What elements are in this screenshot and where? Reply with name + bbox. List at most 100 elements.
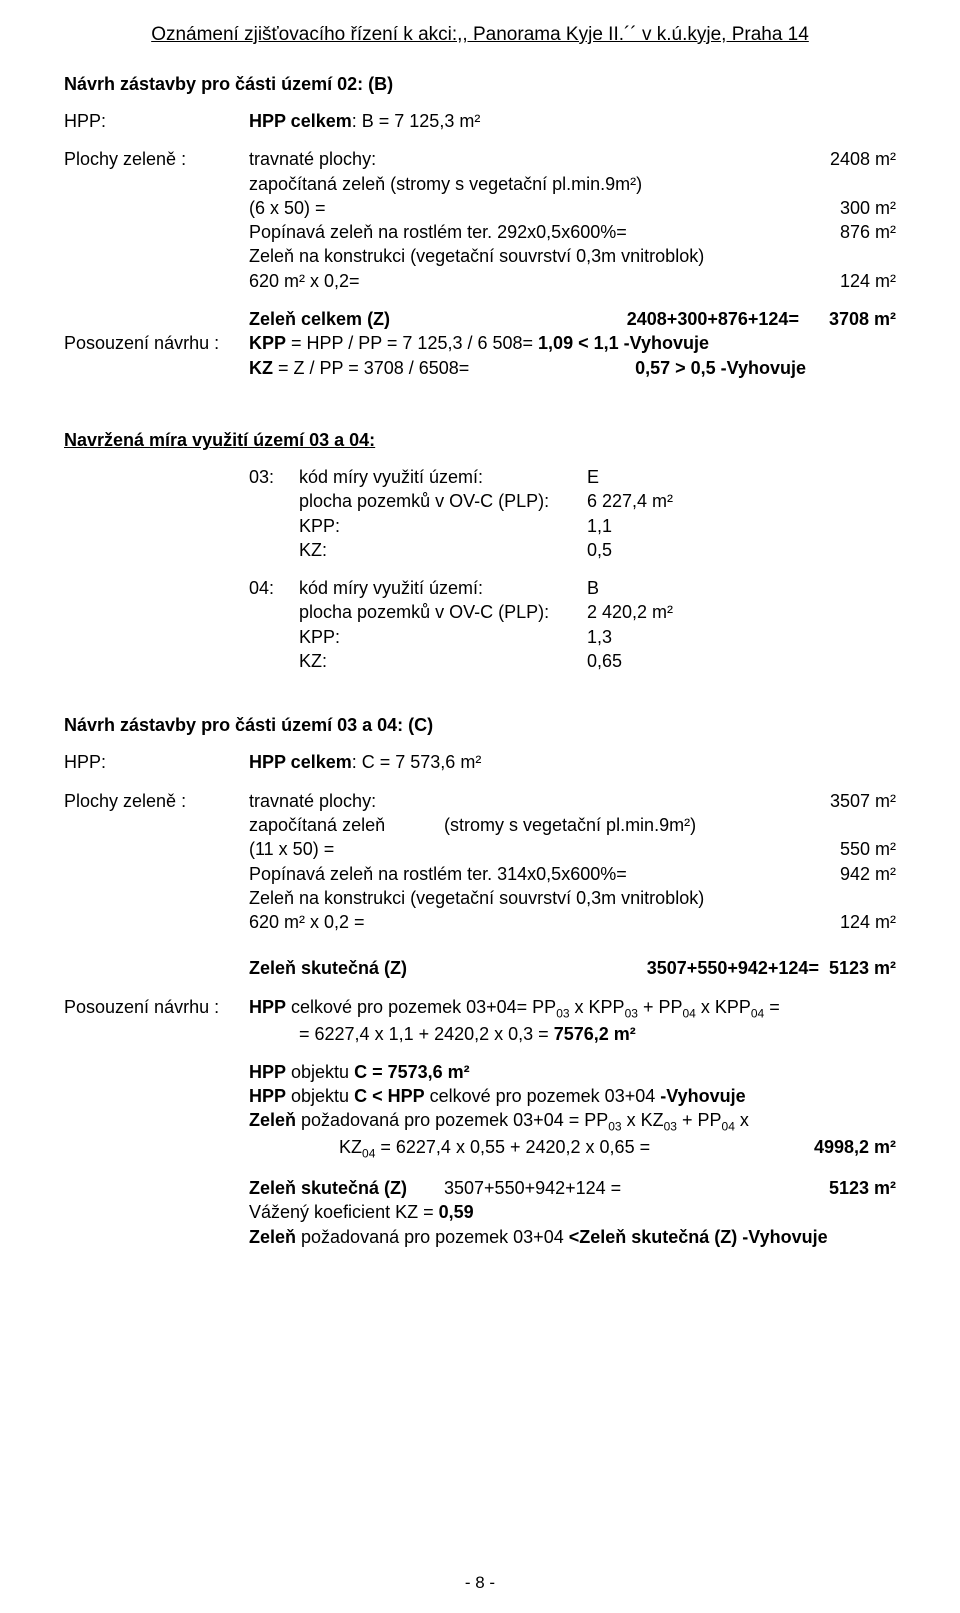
- g03-tag: 03:: [249, 465, 291, 489]
- vk: Vážený koeficient KZ =: [249, 1202, 439, 1222]
- b-t2: započítaná zeleň (stromy s vegetační pl.…: [249, 172, 896, 196]
- g03-r4r: 0,5: [587, 538, 896, 562]
- sub03-1: 03: [556, 1006, 569, 1020]
- zpf-c: <Zeleň skutečná (Z) -Vyhovuje: [569, 1227, 828, 1247]
- zp-1d: + PP: [677, 1110, 722, 1130]
- kpp-m: = HPP / PP = 7 125,3 / 6 508=: [286, 333, 538, 353]
- sub04-2: 04: [751, 1006, 764, 1020]
- grid-04: 04: kód míry využití území: B plocha poz…: [64, 576, 896, 673]
- b-t3-r: 300 m²: [830, 196, 896, 220]
- hppo-1b: objektu: [286, 1062, 354, 1082]
- g04-r3r: 1,3: [587, 625, 896, 649]
- hpp-celkem-c: HPP celkem: [249, 752, 352, 772]
- kz-m: = Z / PP = 3708 / 6508=: [273, 358, 469, 378]
- section-0304-title: Navržená míra využití území 03 a 04:: [64, 430, 896, 451]
- c-t2-l: započítaná zeleň: [249, 813, 444, 837]
- zs2-r: 5123 m²: [819, 1176, 896, 1200]
- posouzeni-label-c: Posouzení návrhu :: [64, 995, 249, 1249]
- c-t6-r: 124 m²: [830, 910, 896, 934]
- hpp-celkem-b: HPP celkem: [249, 111, 352, 131]
- hppo-2e: -Vyhovuje: [660, 1086, 745, 1106]
- section-b-title: Návrh zástavby pro části území 02: (B): [64, 74, 896, 95]
- b-t6-r: 124 m²: [830, 269, 896, 293]
- zs-m: 3507+550+942+124=: [489, 956, 819, 980]
- hppo-2d: celkové pro pozemek 03+04: [425, 1086, 661, 1106]
- g03-r2r: 6 227,4 m²: [587, 489, 896, 513]
- g04-r2l: plocha pozemků v OV-C (PLP):: [299, 600, 579, 624]
- zs2-l: Zeleň skutečná (Z): [249, 1176, 444, 1200]
- hppc-1a: HPP: [249, 997, 286, 1017]
- g03-r3l: KPP:: [299, 514, 579, 538]
- b-t3-l: (6 x 50) =: [249, 196, 830, 220]
- zp-1b: požadovaná pro pozemek 03+04 = PP: [296, 1110, 608, 1130]
- hpp-value-c: : C = 7 573,6 m²: [352, 752, 482, 772]
- plochy-row-c: Plochy zeleně : travnaté plochy:3507 m² …: [64, 789, 896, 935]
- c-t4-r: 942 m²: [830, 862, 896, 886]
- b-t4-r: 876 m²: [830, 220, 896, 244]
- hpp-row-b: HPP: HPP celkem: B = 7 125,3 m²: [64, 109, 896, 133]
- g04-r1r: B: [587, 576, 896, 600]
- hppo-2c: C < HPP: [354, 1086, 425, 1106]
- zpf-a: Zeleň: [249, 1227, 296, 1247]
- hppc-1f: =: [764, 997, 780, 1017]
- sub03-3: 03: [608, 1120, 621, 1134]
- plochy-content-c: travnaté plochy:3507 m² započítaná zeleň…: [249, 789, 896, 935]
- g04-r2r: 2 420,2 m²: [587, 600, 896, 624]
- sub04-1: 04: [682, 1006, 695, 1020]
- hpp-row-c: HPP: HPP celkem: C = 7 573,6 m²: [64, 750, 896, 774]
- b-t6-l: 620 m² x 0,2=: [249, 269, 830, 293]
- hpp-label: HPP:: [64, 109, 249, 133]
- zp-2a: KZ: [339, 1137, 362, 1157]
- grid-03: 03: kód míry využití území: E plocha poz…: [64, 465, 896, 562]
- zelen-celkem-row: Zeleň celkem (Z) 2408+300+876+124= 3708 …: [64, 307, 896, 331]
- b-t1-l: travnaté plochy:: [249, 147, 820, 171]
- plochy-label-c: Plochy zeleně :: [64, 789, 249, 935]
- g03-r1r: E: [587, 465, 896, 489]
- zpf-b: požadovaná pro pozemek 03+04: [296, 1227, 569, 1247]
- hpp-label-c: HPP:: [64, 750, 249, 774]
- b-t4-l: Popínavá zeleň na rostlém ter. 292x0,5x6…: [249, 220, 830, 244]
- zs2-m: 3507+550+942+124 =: [444, 1176, 621, 1200]
- c-t1-r: 3507 m²: [820, 789, 896, 813]
- b-t1-r: 2408 m²: [820, 147, 896, 171]
- g04-tag: 04:: [249, 576, 291, 600]
- zp-1e: x: [735, 1110, 749, 1130]
- hppo-2b: objektu: [286, 1086, 354, 1106]
- sub04-4: 04: [362, 1147, 375, 1161]
- hppc-2: = 6227,4 x 1,1 + 2420,2 x 0,3 =: [299, 1024, 554, 1044]
- hppc-1d: + PP: [638, 997, 683, 1017]
- vk-b: 0,59: [439, 1202, 474, 1222]
- g03-r4l: KZ:: [299, 538, 579, 562]
- sub03-4: 03: [664, 1120, 677, 1134]
- c-t5: Zeleň na konstrukci (vegetační souvrství…: [249, 886, 896, 910]
- c-t3-r: 550 m²: [830, 837, 896, 861]
- hppc-2b: 7576,2 m²: [554, 1024, 636, 1044]
- posouzeni-row-c: Posouzení návrhu : HPP celkové pro pozem…: [64, 995, 896, 1249]
- g03-r3r: 1,1: [587, 514, 896, 538]
- hppc-1b: celkové pro pozemek 03+04= PP: [286, 997, 556, 1017]
- kz-b: KZ: [249, 358, 273, 378]
- zp-2b: = 6227,4 x 0,55 + 2420,2 x 0,65 =: [375, 1137, 650, 1157]
- g04-r4r: 0,65: [587, 649, 896, 673]
- posouzeni-label-b: Posouzení návrhu :: [64, 331, 249, 380]
- hpp-value-b: : B = 7 125,3 m²: [352, 111, 481, 131]
- c-t2-r: (stromy s vegetační pl.min.9m²): [444, 813, 896, 837]
- zs-r: 5123 m²: [819, 956, 896, 980]
- hppc-1e: x KPP: [696, 997, 751, 1017]
- page-number: - 8 -: [0, 1573, 960, 1593]
- plochy-content-b: travnaté plochy:2408 m² započítaná zeleň…: [249, 147, 896, 293]
- hppo-1c: C = 7573,6 m²: [354, 1062, 470, 1082]
- posouzeni-row-b: Posouzení návrhu : KPP = HPP / PP = 7 12…: [64, 331, 896, 380]
- kz-r: 0,57 > 0,5 -Vyhovuje: [635, 356, 896, 380]
- plochy-row-b: Plochy zeleně : travnaté plochy:2408 m² …: [64, 147, 896, 293]
- page-header: Oznámení zjišťovacího řízení k akci:,, P…: [64, 24, 896, 46]
- zc-l2: 2408+300+876+124=: [444, 307, 819, 331]
- plochy-label-b: Plochy zeleně :: [64, 147, 249, 293]
- c-t3-l: (11 x 50) =: [249, 837, 830, 861]
- zelen-skutecna-row: Zeleň skutečná (Z) 3507+550+942+124= 512…: [64, 956, 896, 980]
- hppo-2a: HPP: [249, 1086, 286, 1106]
- kpp-r: 1,09 < 1,1 -Vyhovuje: [538, 333, 709, 353]
- c-t6-l: 620 m² x 0,2 =: [249, 910, 830, 934]
- hppo-1a: HPP: [249, 1062, 286, 1082]
- g03-r2l: plocha pozemků v OV-C (PLP):: [299, 489, 579, 513]
